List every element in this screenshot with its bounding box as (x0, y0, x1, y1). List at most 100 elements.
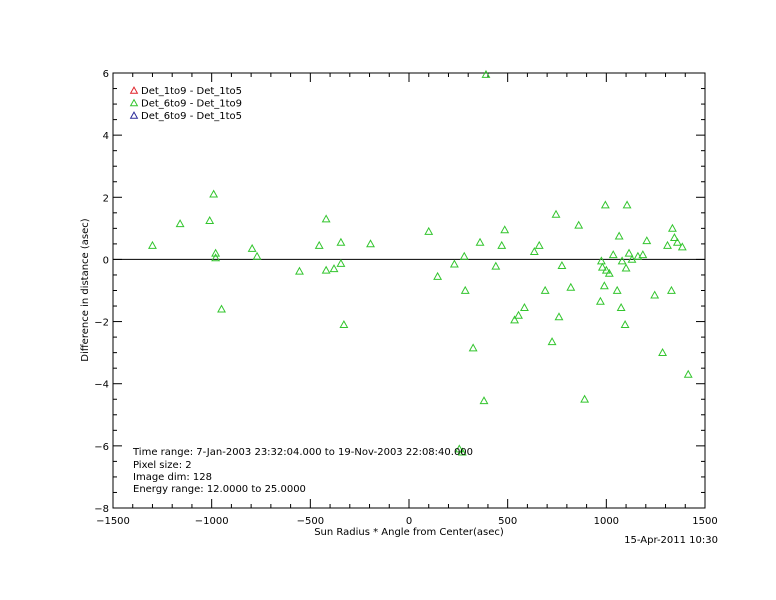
y-tick-label: −4 (94, 380, 109, 391)
data-point (491, 261, 501, 270)
run-info: Time range: 7-Jan-2003 23:32:04.000 to 1… (132, 447, 473, 495)
y-tick-label: −8 (94, 504, 109, 515)
x-tick-label: 1500 (692, 516, 717, 527)
axis-ticks: −1500 −1000 −500 0 500 1000 1500 −8 −6 −4 −2 0 2 4 6 (94, 69, 717, 527)
legend-marker (129, 86, 139, 94)
data-point (597, 262, 607, 271)
y-tick-label: −6 (94, 442, 109, 453)
time-range-note: Time range: 7-Jan-2003 23:32:04.000 to 1… (132, 447, 473, 458)
data-point (667, 285, 676, 294)
image-dim-note: Image dim: 128 (133, 472, 212, 483)
data-point (554, 312, 564, 321)
data-point (627, 254, 637, 263)
data-point (596, 256, 606, 265)
data-point (672, 237, 682, 246)
y-tick-label: 0 (103, 255, 109, 266)
data-point (148, 240, 157, 249)
legend-marker (129, 111, 139, 119)
data-point (620, 320, 630, 329)
data-point (616, 302, 626, 311)
data-point (479, 396, 489, 405)
data-point (621, 263, 631, 272)
data-point (599, 281, 609, 290)
timestamp: 15-Apr-2011 10:30 (624, 535, 718, 546)
data-point (601, 265, 611, 274)
data-point (529, 247, 539, 256)
data-point (614, 231, 624, 240)
data-point (247, 243, 257, 252)
data-point (658, 348, 668, 357)
y-axis-title: Difference in distance (asec) (80, 218, 91, 361)
data-point (211, 253, 221, 262)
pixel-size-note: Pixel size: 2 (133, 460, 192, 471)
x-tick-label: 0 (406, 516, 412, 527)
data-point (336, 258, 346, 267)
data-point (459, 251, 469, 260)
data-point (557, 261, 567, 270)
data-point (339, 320, 349, 329)
energy-range-note: Energy range: 12.0000 to 25.0000 (133, 484, 306, 495)
data-point (510, 315, 520, 324)
data-point (175, 219, 185, 228)
data-point (547, 337, 557, 346)
plot-border (112, 72, 706, 509)
legend-label: Det_1to9 - Det_1to5 (141, 86, 242, 97)
data-point (295, 266, 304, 275)
data-point (314, 240, 324, 249)
data-point (366, 239, 375, 248)
data-point (600, 200, 610, 209)
plot-frame (112, 72, 706, 509)
legend-marker (129, 98, 139, 107)
data-point (540, 285, 550, 294)
data-point (604, 268, 614, 277)
data-point (622, 200, 632, 209)
data-point (457, 447, 467, 456)
legend-label: Det_6to9 - Det_1to9 (141, 99, 242, 110)
data-point (211, 248, 221, 257)
data-point (580, 394, 590, 403)
data-point (574, 220, 584, 229)
data-point (612, 285, 622, 294)
legend-label: Det_6to9 - Det_1to5 (141, 111, 242, 122)
x-tick-label: −1500 (96, 516, 130, 527)
data-point (595, 296, 605, 305)
data-point (534, 240, 544, 249)
data-point (460, 285, 470, 294)
y-tick-label: 2 (103, 193, 109, 204)
data-point (497, 240, 507, 249)
x-tick-label: 1000 (594, 516, 619, 527)
data-point (650, 290, 660, 299)
data-point (519, 302, 529, 311)
data-point (481, 69, 491, 78)
data-point (663, 240, 672, 249)
data-point (217, 304, 226, 313)
data-point (551, 209, 561, 218)
data-point (677, 242, 687, 251)
data-point (329, 264, 339, 273)
data-point (205, 215, 215, 224)
data-point (424, 226, 434, 235)
data-point (669, 233, 679, 242)
x-tick-label: −1000 (195, 516, 229, 527)
data-point (336, 237, 346, 246)
data-point (321, 265, 331, 274)
y-tick-label: −2 (94, 318, 109, 329)
data-point (468, 343, 478, 352)
data-point (683, 369, 693, 378)
data-points (148, 69, 693, 456)
data-point (500, 225, 510, 234)
data-point (642, 236, 652, 245)
data-point (608, 250, 618, 259)
data-point (617, 256, 627, 265)
y-tick-label: 4 (103, 131, 109, 142)
x-tick-label: 500 (498, 516, 517, 527)
legend: Det_1to9 - Det_1to5 Det_6to9 - Det_1to9De… (129, 86, 242, 122)
x-tick-label: −500 (297, 516, 324, 527)
data-point (638, 250, 648, 259)
data-point (475, 237, 485, 246)
x-axis-title: Sun Radius * Angle from Center(asec) (314, 527, 504, 538)
data-point (667, 223, 677, 232)
data-point (433, 271, 443, 280)
data-point (566, 282, 576, 291)
